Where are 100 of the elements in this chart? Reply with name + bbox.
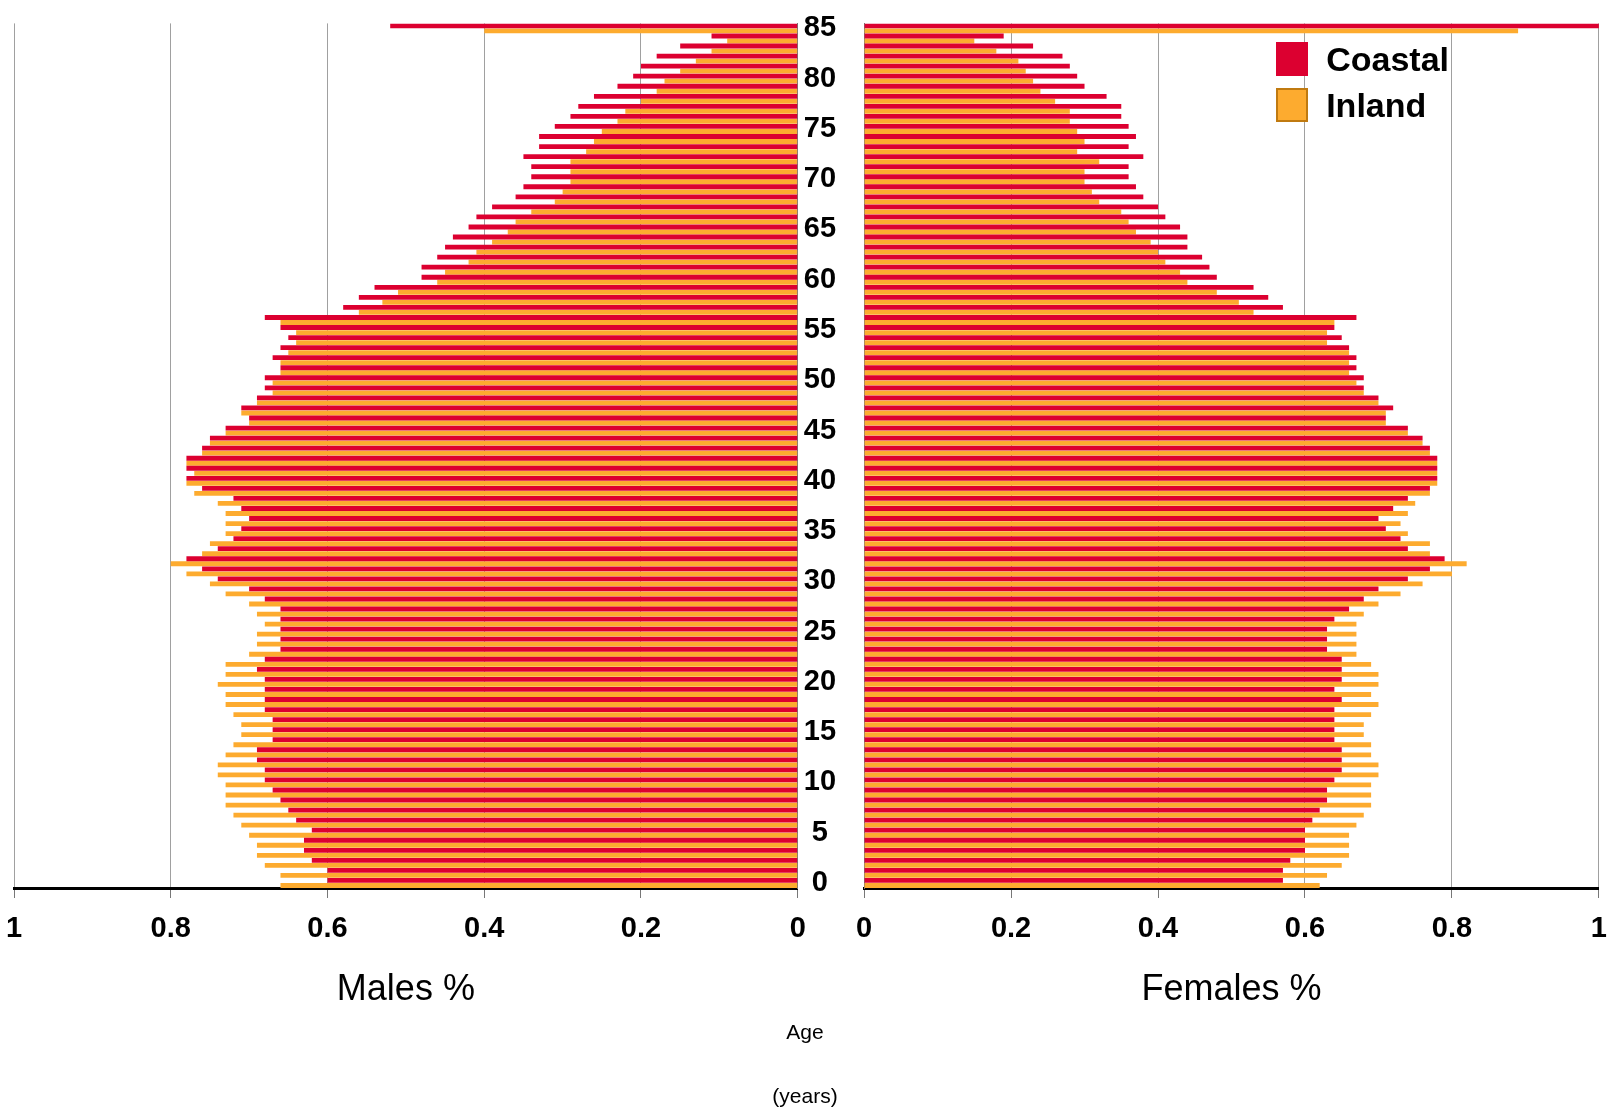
- bar: [664, 78, 798, 84]
- bar: [311, 857, 798, 863]
- bar: [272, 727, 798, 733]
- bar: [864, 490, 1430, 496]
- bar: [280, 883, 798, 888]
- bar: [864, 501, 1416, 506]
- bar: [864, 315, 1357, 320]
- bar: [864, 154, 1144, 160]
- bar: [186, 465, 798, 471]
- bar: [864, 651, 1357, 657]
- bar: [864, 631, 1357, 637]
- bar: [186, 556, 798, 562]
- bar: [864, 129, 1078, 134]
- bar: [562, 189, 798, 195]
- bar: [327, 867, 798, 873]
- bar: [256, 747, 798, 753]
- bar: [225, 521, 798, 526]
- x-tick-label: 1: [1590, 911, 1608, 944]
- bar: [311, 827, 798, 833]
- bar: [225, 671, 798, 677]
- bar: [217, 682, 798, 687]
- x-axis-title: Females %: [1141, 967, 1322, 1009]
- bar: [864, 460, 1438, 466]
- bar: [864, 113, 1122, 119]
- bar: [864, 310, 1254, 315]
- bar: [272, 380, 798, 386]
- bar: [445, 244, 798, 250]
- bar: [864, 204, 1159, 210]
- bar: [593, 93, 798, 99]
- bar: [864, 496, 1408, 501]
- bar: [864, 817, 1313, 823]
- bar: [194, 490, 798, 496]
- bar: [864, 827, 1305, 833]
- bar: [864, 676, 1342, 682]
- y-tick-label: 55: [803, 312, 836, 345]
- bar: [864, 325, 1335, 330]
- x-tick-label: 0.2: [620, 911, 662, 944]
- y-tick-label: 35: [803, 513, 836, 546]
- bar: [233, 812, 798, 818]
- bar: [864, 169, 1085, 175]
- y-tick-label: 40: [803, 462, 836, 495]
- bar: [864, 134, 1136, 139]
- bar: [296, 817, 798, 823]
- bar: [864, 119, 1070, 124]
- bar: [186, 475, 798, 481]
- bar: [437, 254, 798, 260]
- bar: [570, 179, 798, 185]
- bar: [531, 174, 798, 180]
- bar: [374, 284, 798, 290]
- bar: [225, 511, 798, 516]
- bar: [864, 671, 1379, 677]
- bar: [864, 847, 1305, 853]
- bar: [280, 636, 798, 642]
- bar: [249, 651, 798, 657]
- bar: [864, 546, 1408, 552]
- bar: [864, 581, 1423, 587]
- bar: [864, 475, 1438, 481]
- bar: [280, 325, 798, 330]
- bar: [421, 264, 798, 270]
- bar: [641, 98, 798, 104]
- bar: [625, 108, 798, 114]
- y-tick-label: 75: [803, 110, 836, 143]
- bar: [264, 767, 798, 773]
- bar: [202, 450, 798, 456]
- bar: [288, 350, 798, 356]
- bar: [864, 536, 1401, 542]
- bar: [864, 284, 1254, 290]
- bar: [241, 732, 798, 738]
- bar: [570, 169, 798, 175]
- bar: [864, 320, 1335, 325]
- bar: [864, 812, 1364, 818]
- bar: [492, 204, 798, 210]
- bar: [633, 73, 798, 79]
- x-tick-label: 1: [5, 911, 23, 944]
- bar: [280, 873, 798, 878]
- x-tick-label: 0.6: [307, 911, 348, 944]
- bar: [680, 68, 798, 74]
- bar: [864, 164, 1129, 170]
- bar: [476, 249, 798, 255]
- bar: [864, 832, 1350, 838]
- y-tick-label: 70: [803, 161, 836, 194]
- bar: [864, 455, 1438, 461]
- x-tick-label: 0.8: [1431, 911, 1473, 944]
- bar: [256, 666, 798, 672]
- bar: [256, 852, 798, 858]
- y-tick-label: 65: [803, 211, 836, 244]
- bar: [531, 164, 798, 170]
- bar: [864, 365, 1357, 371]
- bar: [280, 626, 798, 632]
- bar: [186, 571, 798, 577]
- bar: [864, 541, 1430, 547]
- y-tick-label: 50: [803, 362, 836, 395]
- bar: [864, 521, 1401, 526]
- bar: [303, 837, 798, 843]
- bar: [864, 687, 1335, 692]
- bar: [864, 184, 1136, 190]
- bar: [864, 873, 1328, 878]
- bar: [864, 641, 1357, 647]
- x-axis-title: Males %: [336, 967, 475, 1009]
- bar: [264, 697, 798, 702]
